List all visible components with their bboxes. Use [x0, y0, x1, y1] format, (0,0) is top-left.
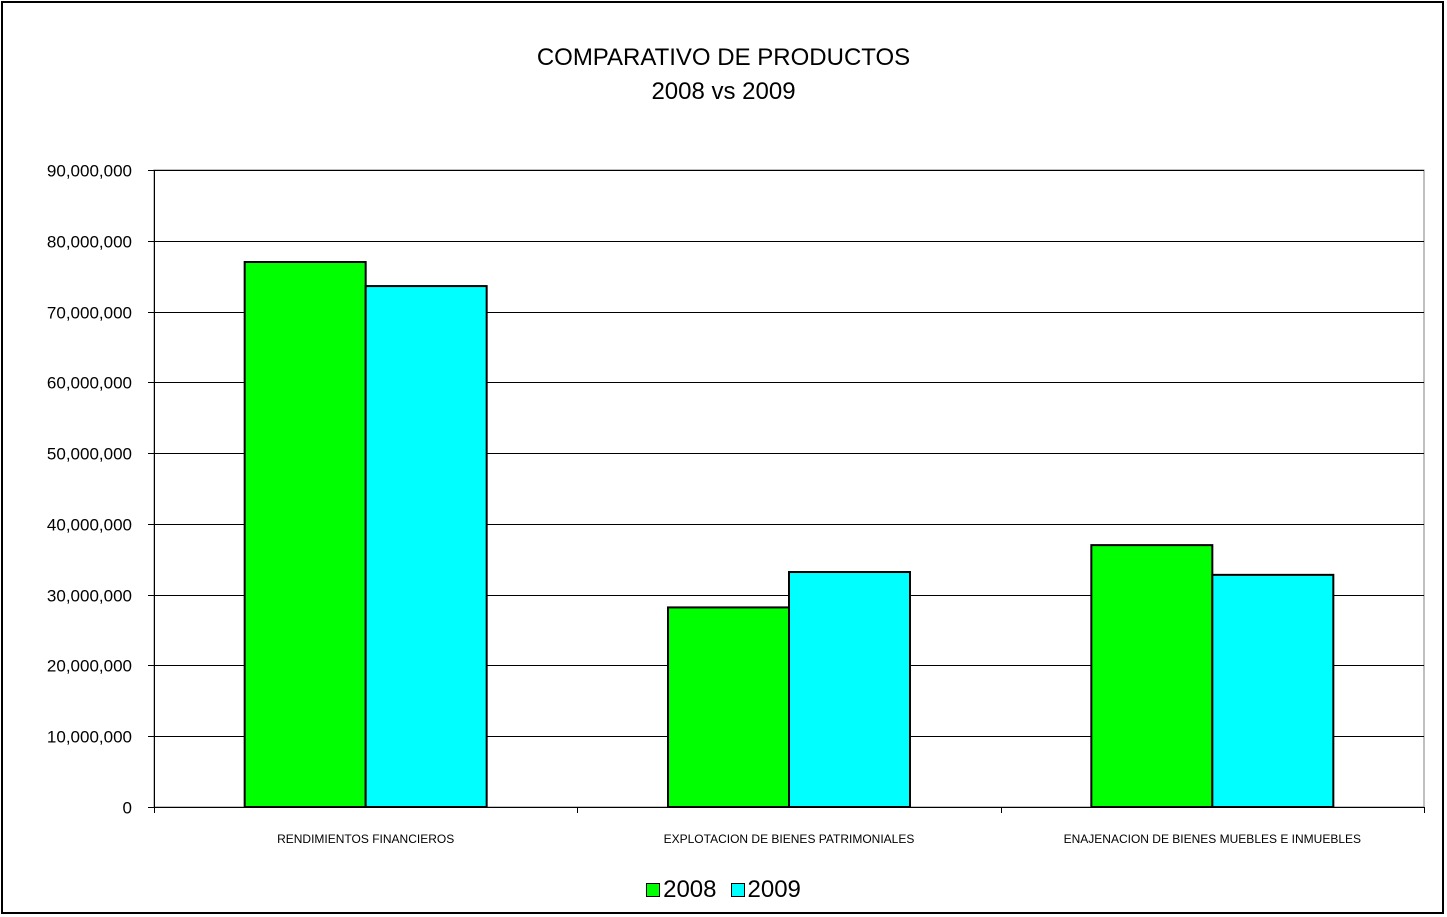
bar-2009-2: [788, 571, 911, 808]
y-tick-label: 10,000,000: [47, 728, 132, 747]
y-tick-label: 30,000,000: [47, 587, 132, 606]
legend-swatch-2009: [730, 883, 745, 897]
chart-title: COMPARATIVO DE PRODUCTOS: [536, 44, 911, 71]
bar-2009-1: [364, 285, 488, 808]
bar-2009-3: [1211, 573, 1335, 808]
y-tick-label: 70,000,000: [47, 304, 132, 323]
legend-item-2009: 2009: [730, 876, 801, 904]
bar-2008-3: [1090, 544, 1214, 808]
y-tick-label: 20,000,000: [47, 657, 132, 676]
x-tick-label: EXPLOTACION DE BIENES PATRIMONIALES: [664, 832, 915, 846]
legend-label-2009: 2009: [747, 876, 801, 903]
bar-2008-1: [243, 261, 367, 808]
y-tick-label: 0: [123, 799, 132, 818]
legend-swatch-2008: [646, 883, 661, 897]
x-tick-label: RENDIMIENTOS FINANCIEROS: [277, 832, 454, 846]
bar-2008-2: [667, 606, 790, 809]
y-tick-label: 90,000,000: [47, 162, 132, 181]
chart-subtitle: 2008 vs 2009: [651, 78, 796, 105]
y-tick-label: 60,000,000: [47, 374, 132, 393]
y-tick-label: 50,000,000: [47, 445, 132, 464]
legend-item-2008: 2008: [646, 876, 717, 904]
chart-legend: 2008 2009: [0, 876, 1447, 904]
y-tick-label: 40,000,000: [47, 516, 132, 535]
y-tick-label: 80,000,000: [47, 233, 132, 252]
legend-label-2008: 2008: [663, 876, 717, 903]
x-tick-label: ENAJENACION DE BIENES MUEBLES E INMUEBLE…: [1064, 832, 1361, 846]
